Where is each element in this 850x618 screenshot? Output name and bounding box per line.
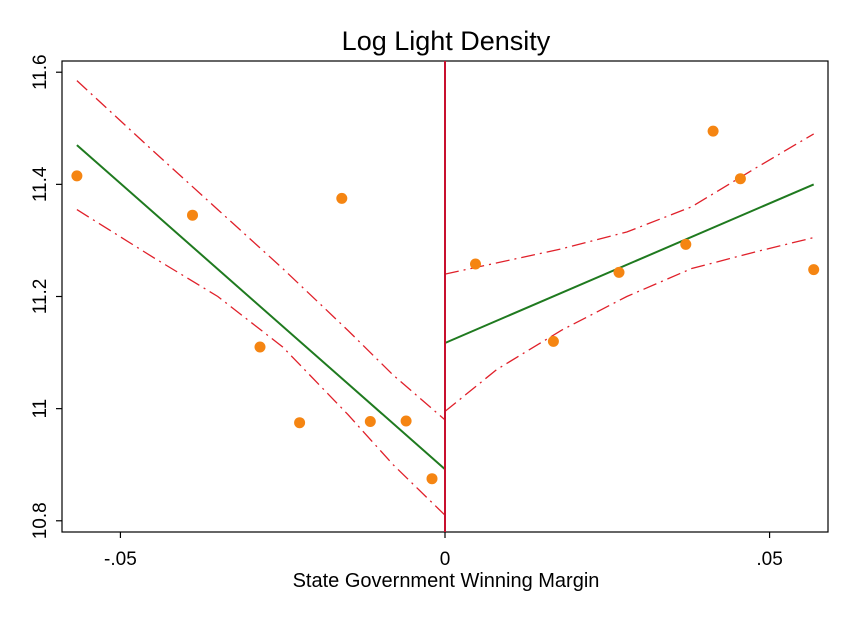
data-point [336, 192, 348, 204]
fit-right-line [444, 183, 815, 344]
fit-left-line [76, 144, 446, 470]
ci-left-upper-line [76, 80, 446, 421]
data-point [734, 173, 746, 185]
y-tick-label: 11 [30, 399, 51, 419]
chart-title: Log Light Density [342, 26, 551, 56]
data-point [294, 417, 306, 429]
fit-lines [76, 144, 815, 470]
y-tick-label: 10.8 [30, 502, 51, 539]
data-point [426, 473, 438, 485]
data-point [613, 266, 625, 278]
ci-left-lower-line [76, 209, 446, 516]
ci-right-upper-line [444, 133, 815, 275]
x-tick-label: 0 [440, 549, 451, 570]
data-point [71, 170, 83, 182]
ci-right-lower-line [444, 236, 814, 412]
x-tick-label: .05 [756, 549, 782, 570]
data-point [400, 415, 412, 427]
confidence-bands [76, 80, 815, 516]
y-tick-label: 11.4 [30, 166, 51, 202]
scatter-points [71, 125, 820, 485]
data-point [547, 335, 559, 347]
y-tick-label: 11.2 [30, 279, 51, 315]
data-point [470, 258, 481, 270]
data-point [707, 125, 719, 137]
x-axis: -.05 0 .05 [104, 532, 783, 570]
x-axis-label: State Government Winning Margin [293, 570, 600, 592]
data-point [187, 209, 198, 221]
data-point [364, 416, 376, 427]
x-tick-label: -.05 [104, 549, 137, 570]
data-point [254, 341, 266, 353]
y-axis: 10.8 11 11.2 11.4 11.6 [30, 54, 62, 539]
y-tick-label: 11.6 [30, 54, 51, 90]
data-point [680, 238, 692, 250]
data-point [808, 264, 820, 276]
